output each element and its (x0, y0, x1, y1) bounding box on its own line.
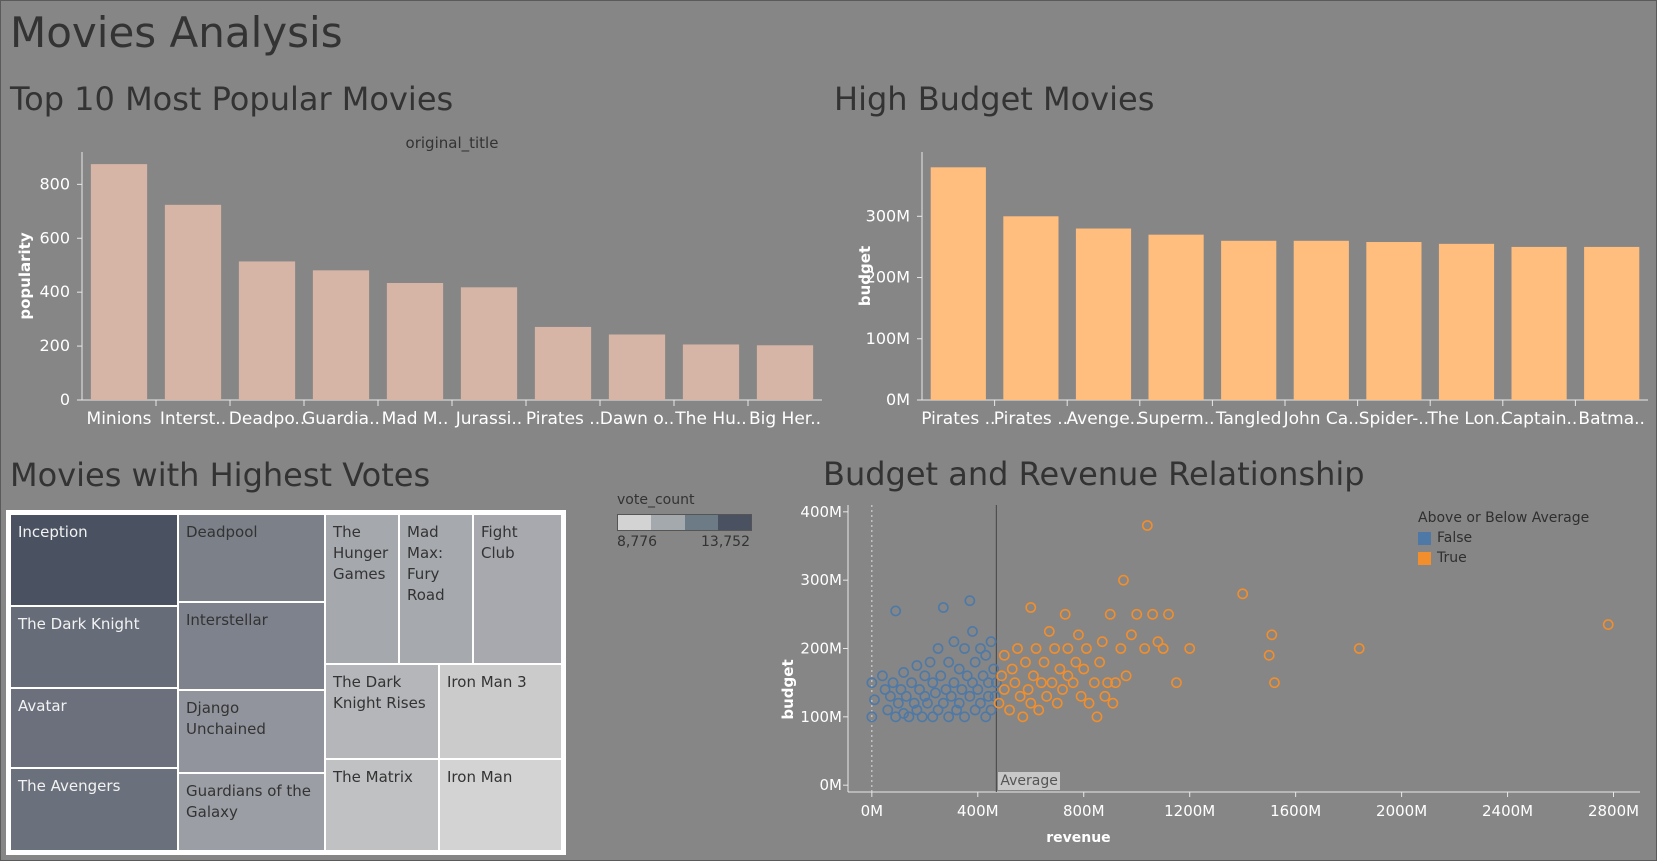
legend-item-false[interactable]: False (1418, 530, 1589, 546)
ramp-step (684, 515, 718, 530)
vote-legend-min: 8,776 (617, 534, 658, 550)
popular-chart-title: Top 10 Most Popular Movies (10, 80, 454, 118)
legend-label-false: False (1437, 530, 1473, 546)
average-reference-label: Average (998, 772, 1060, 790)
treemap-cell[interactable]: Iron Man 3 (439, 664, 562, 759)
ramp-step (717, 515, 751, 530)
vote-count-legend: vote_count 8,776 13,752 (617, 492, 757, 550)
dashboard-title: Movies Analysis (10, 8, 343, 57)
legend-swatch-false (1418, 531, 1431, 545)
treemap-cell[interactable]: The Hunger Games (325, 514, 399, 664)
ramp-step (618, 515, 652, 530)
treemap-cell[interactable]: Fight Club (473, 514, 562, 664)
treemap-cell[interactable]: The Dark Knight (10, 606, 178, 688)
treemap-cell[interactable]: Django Unchained (178, 690, 325, 773)
treemap-cell[interactable]: The Avengers (10, 768, 178, 851)
ramp-step (651, 515, 685, 530)
treemap-cell[interactable]: Interstellar (178, 602, 325, 690)
vote-legend-title: vote_count (617, 492, 695, 508)
scatter-legend: Above or Below Average False True (1418, 510, 1589, 566)
legend-label-true: True (1437, 550, 1467, 566)
scatter-legend-title: Above or Below Average (1418, 510, 1590, 526)
treemap-cell[interactable]: The Matrix (325, 759, 439, 851)
treemap-cell[interactable]: Deadpool (178, 514, 325, 602)
relationship-chart-title: Budget and Revenue Relationship (823, 455, 1365, 493)
treemap-cell[interactable]: Avatar (10, 688, 178, 768)
treemap-cell[interactable]: Guardians of the Galaxy (178, 773, 325, 851)
legend-swatch-true (1418, 551, 1431, 565)
treemap-cell[interactable]: Iron Man (439, 759, 562, 851)
treemap-cell[interactable]: Inception (10, 514, 178, 606)
votes-treemap[interactable]: Inception The Dark Knight Avatar The Avenge… (6, 510, 566, 855)
vote-legend-max: 13,752 (701, 534, 750, 550)
budget-chart-title: High Budget Movies (834, 80, 1155, 118)
legend-item-true[interactable]: True (1418, 550, 1589, 566)
treemap-cell[interactable]: The Dark Knight Rises (325, 664, 439, 759)
treemap-cell[interactable]: Mad Max: Fury Road (399, 514, 473, 664)
votes-chart-title: Movies with Highest Votes (10, 456, 431, 494)
vote-color-ramp (617, 514, 752, 531)
